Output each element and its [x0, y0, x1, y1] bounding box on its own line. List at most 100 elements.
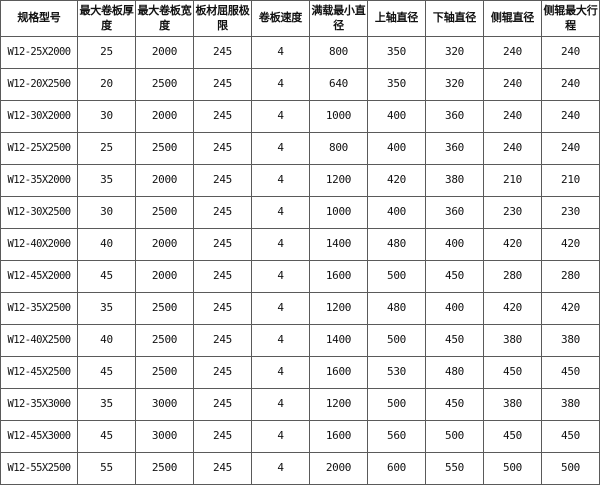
- cell-top_roll_dia: 600: [367, 452, 426, 485]
- column-header-bot_roll_dia: 下轴直径: [425, 0, 484, 37]
- table-row: W12-45X200045200024541600500450280280804…: [0, 260, 600, 293]
- cell-max_width: 2500: [135, 452, 194, 485]
- cell-side_travel: 240: [541, 36, 600, 69]
- table-body: W12-25X200025200024548003503202402408022…: [0, 36, 600, 485]
- cell-side_roll_dia: 240: [483, 36, 542, 69]
- cell-bot_roll_dia: 360: [425, 132, 484, 165]
- cell-max_thick: 45: [77, 420, 136, 453]
- cell-yield_limit: 245: [193, 260, 252, 293]
- cell-roll_speed: 4: [251, 324, 310, 357]
- cell-side_roll_dia: 420: [483, 228, 542, 261]
- cell-yield_limit: 245: [193, 324, 252, 357]
- cell-roll_speed: 4: [251, 228, 310, 261]
- cell-model: W12-45X2500: [0, 356, 78, 389]
- cell-roll_speed: 4: [251, 260, 310, 293]
- cell-side_travel: 230: [541, 196, 600, 229]
- cell-bot_roll_dia: 550: [425, 452, 484, 485]
- cell-max_thick: 40: [77, 324, 136, 357]
- cell-yield_limit: 245: [193, 196, 252, 229]
- cell-model: W12-35X2000: [0, 164, 78, 197]
- table-row: W12-35X300035300024541200500450380380804…: [0, 388, 600, 421]
- cell-yield_limit: 245: [193, 132, 252, 165]
- cell-max_width: 3000: [135, 388, 194, 421]
- cell-max_thick: 45: [77, 356, 136, 389]
- cell-side_roll_dia: 240: [483, 132, 542, 165]
- cell-max_thick: 35: [77, 292, 136, 325]
- cell-roll_speed: 4: [251, 132, 310, 165]
- cell-max_thick: 40: [77, 228, 136, 261]
- cell-model: W12-25X2000: [0, 36, 78, 69]
- cell-min_diameter: 2000: [309, 452, 368, 485]
- cell-max_thick: 30: [77, 196, 136, 229]
- cell-min_diameter: 1200: [309, 164, 368, 197]
- cell-model: W12-25X2500: [0, 132, 78, 165]
- cell-side_roll_dia: 450: [483, 356, 542, 389]
- table-header: 规格型号 最大卷板厚度 最大卷板宽度 板材屈服极限 卷板速度 满载最小直径 上轴直径 下轴直径…: [0, 0, 600, 37]
- cell-roll_speed: 4: [251, 356, 310, 389]
- cell-max_width: 2000: [135, 228, 194, 261]
- cell-side_roll_dia: 240: [483, 100, 542, 133]
- cell-side_travel: 420: [541, 292, 600, 325]
- table-row: W12-55X250055250024542000600550500500787…: [0, 452, 600, 485]
- column-header-roll_speed: 卷板速度: [251, 0, 310, 37]
- cell-max_width: 2500: [135, 292, 194, 325]
- cell-side_travel: 380: [541, 324, 600, 357]
- cell-model: W12-40X2000: [0, 228, 78, 261]
- column-header-side_travel: 侧辊最大行程: [541, 0, 600, 37]
- cell-max_thick: 35: [77, 388, 136, 421]
- cell-roll_speed: 4: [251, 292, 310, 325]
- cell-max_width: 2000: [135, 260, 194, 293]
- cell-model: W12-30X2500: [0, 196, 78, 229]
- cell-yield_limit: 245: [193, 164, 252, 197]
- cell-max_thick: 30: [77, 100, 136, 133]
- cell-min_diameter: 640: [309, 68, 368, 101]
- column-header-min_diameter: 满载最小直径: [309, 0, 368, 37]
- cell-model: W12-40X2500: [0, 324, 78, 357]
- cell-side_travel: 500: [541, 452, 600, 485]
- table-row: W12-45X300045300024541600560500450450806…: [0, 420, 600, 453]
- table-row: W12-25X250025250024548004003602402408037: [0, 132, 600, 165]
- cell-side_roll_dia: 210: [483, 164, 542, 197]
- table-row: W12-30X200030200024541000400360240240803…: [0, 100, 600, 133]
- cell-yield_limit: 245: [193, 388, 252, 421]
- cell-bot_roll_dia: 400: [425, 292, 484, 325]
- table-row: W12-40X250040250024541400500450380380804…: [0, 324, 600, 357]
- column-header-max_thick: 最大卷板厚度: [77, 0, 136, 37]
- cell-model: W12-35X3000: [0, 388, 78, 421]
- cell-top_roll_dia: 480: [367, 228, 426, 261]
- column-header-model: 规格型号: [0, 0, 78, 37]
- cell-side_travel: 240: [541, 132, 600, 165]
- cell-min_diameter: 1600: [309, 420, 368, 453]
- cell-min_diameter: 1400: [309, 324, 368, 357]
- cell-roll_speed: 4: [251, 420, 310, 453]
- cell-yield_limit: 245: [193, 228, 252, 261]
- cell-min_diameter: 1400: [309, 228, 368, 261]
- table-row: W12-20X250020250024546403503202402408030: [0, 68, 600, 101]
- cell-max_thick: 55: [77, 452, 136, 485]
- cell-top_roll_dia: 400: [367, 196, 426, 229]
- cell-min_diameter: 1200: [309, 292, 368, 325]
- column-header-top_roll_dia: 上轴直径: [367, 0, 426, 37]
- cell-min_diameter: 1600: [309, 260, 368, 293]
- cell-side_roll_dia: 240: [483, 68, 542, 101]
- cell-roll_speed: 4: [251, 164, 310, 197]
- cell-side_roll_dia: 280: [483, 260, 542, 293]
- cell-top_roll_dia: 350: [367, 36, 426, 69]
- cell-max_width: 2500: [135, 324, 194, 357]
- cell-bot_roll_dia: 400: [425, 228, 484, 261]
- cell-model: W12-55X2500: [0, 452, 78, 485]
- cell-roll_speed: 4: [251, 68, 310, 101]
- cell-bot_roll_dia: 320: [425, 36, 484, 69]
- cell-roll_speed: 4: [251, 388, 310, 421]
- cell-max_thick: 45: [77, 260, 136, 293]
- cell-model: W12-35X2500: [0, 292, 78, 325]
- cell-top_roll_dia: 400: [367, 132, 426, 165]
- column-header-side_roll_dia: 侧辊直径: [483, 0, 542, 37]
- header-row: 规格型号 最大卷板厚度 最大卷板宽度 板材屈服极限 卷板速度 满载最小直径 上轴直径 下轴直径…: [0, 0, 600, 37]
- cell-top_roll_dia: 500: [367, 388, 426, 421]
- cell-side_roll_dia: 230: [483, 196, 542, 229]
- cell-roll_speed: 4: [251, 452, 310, 485]
- cell-bot_roll_dia: 450: [425, 324, 484, 357]
- cell-yield_limit: 245: [193, 452, 252, 485]
